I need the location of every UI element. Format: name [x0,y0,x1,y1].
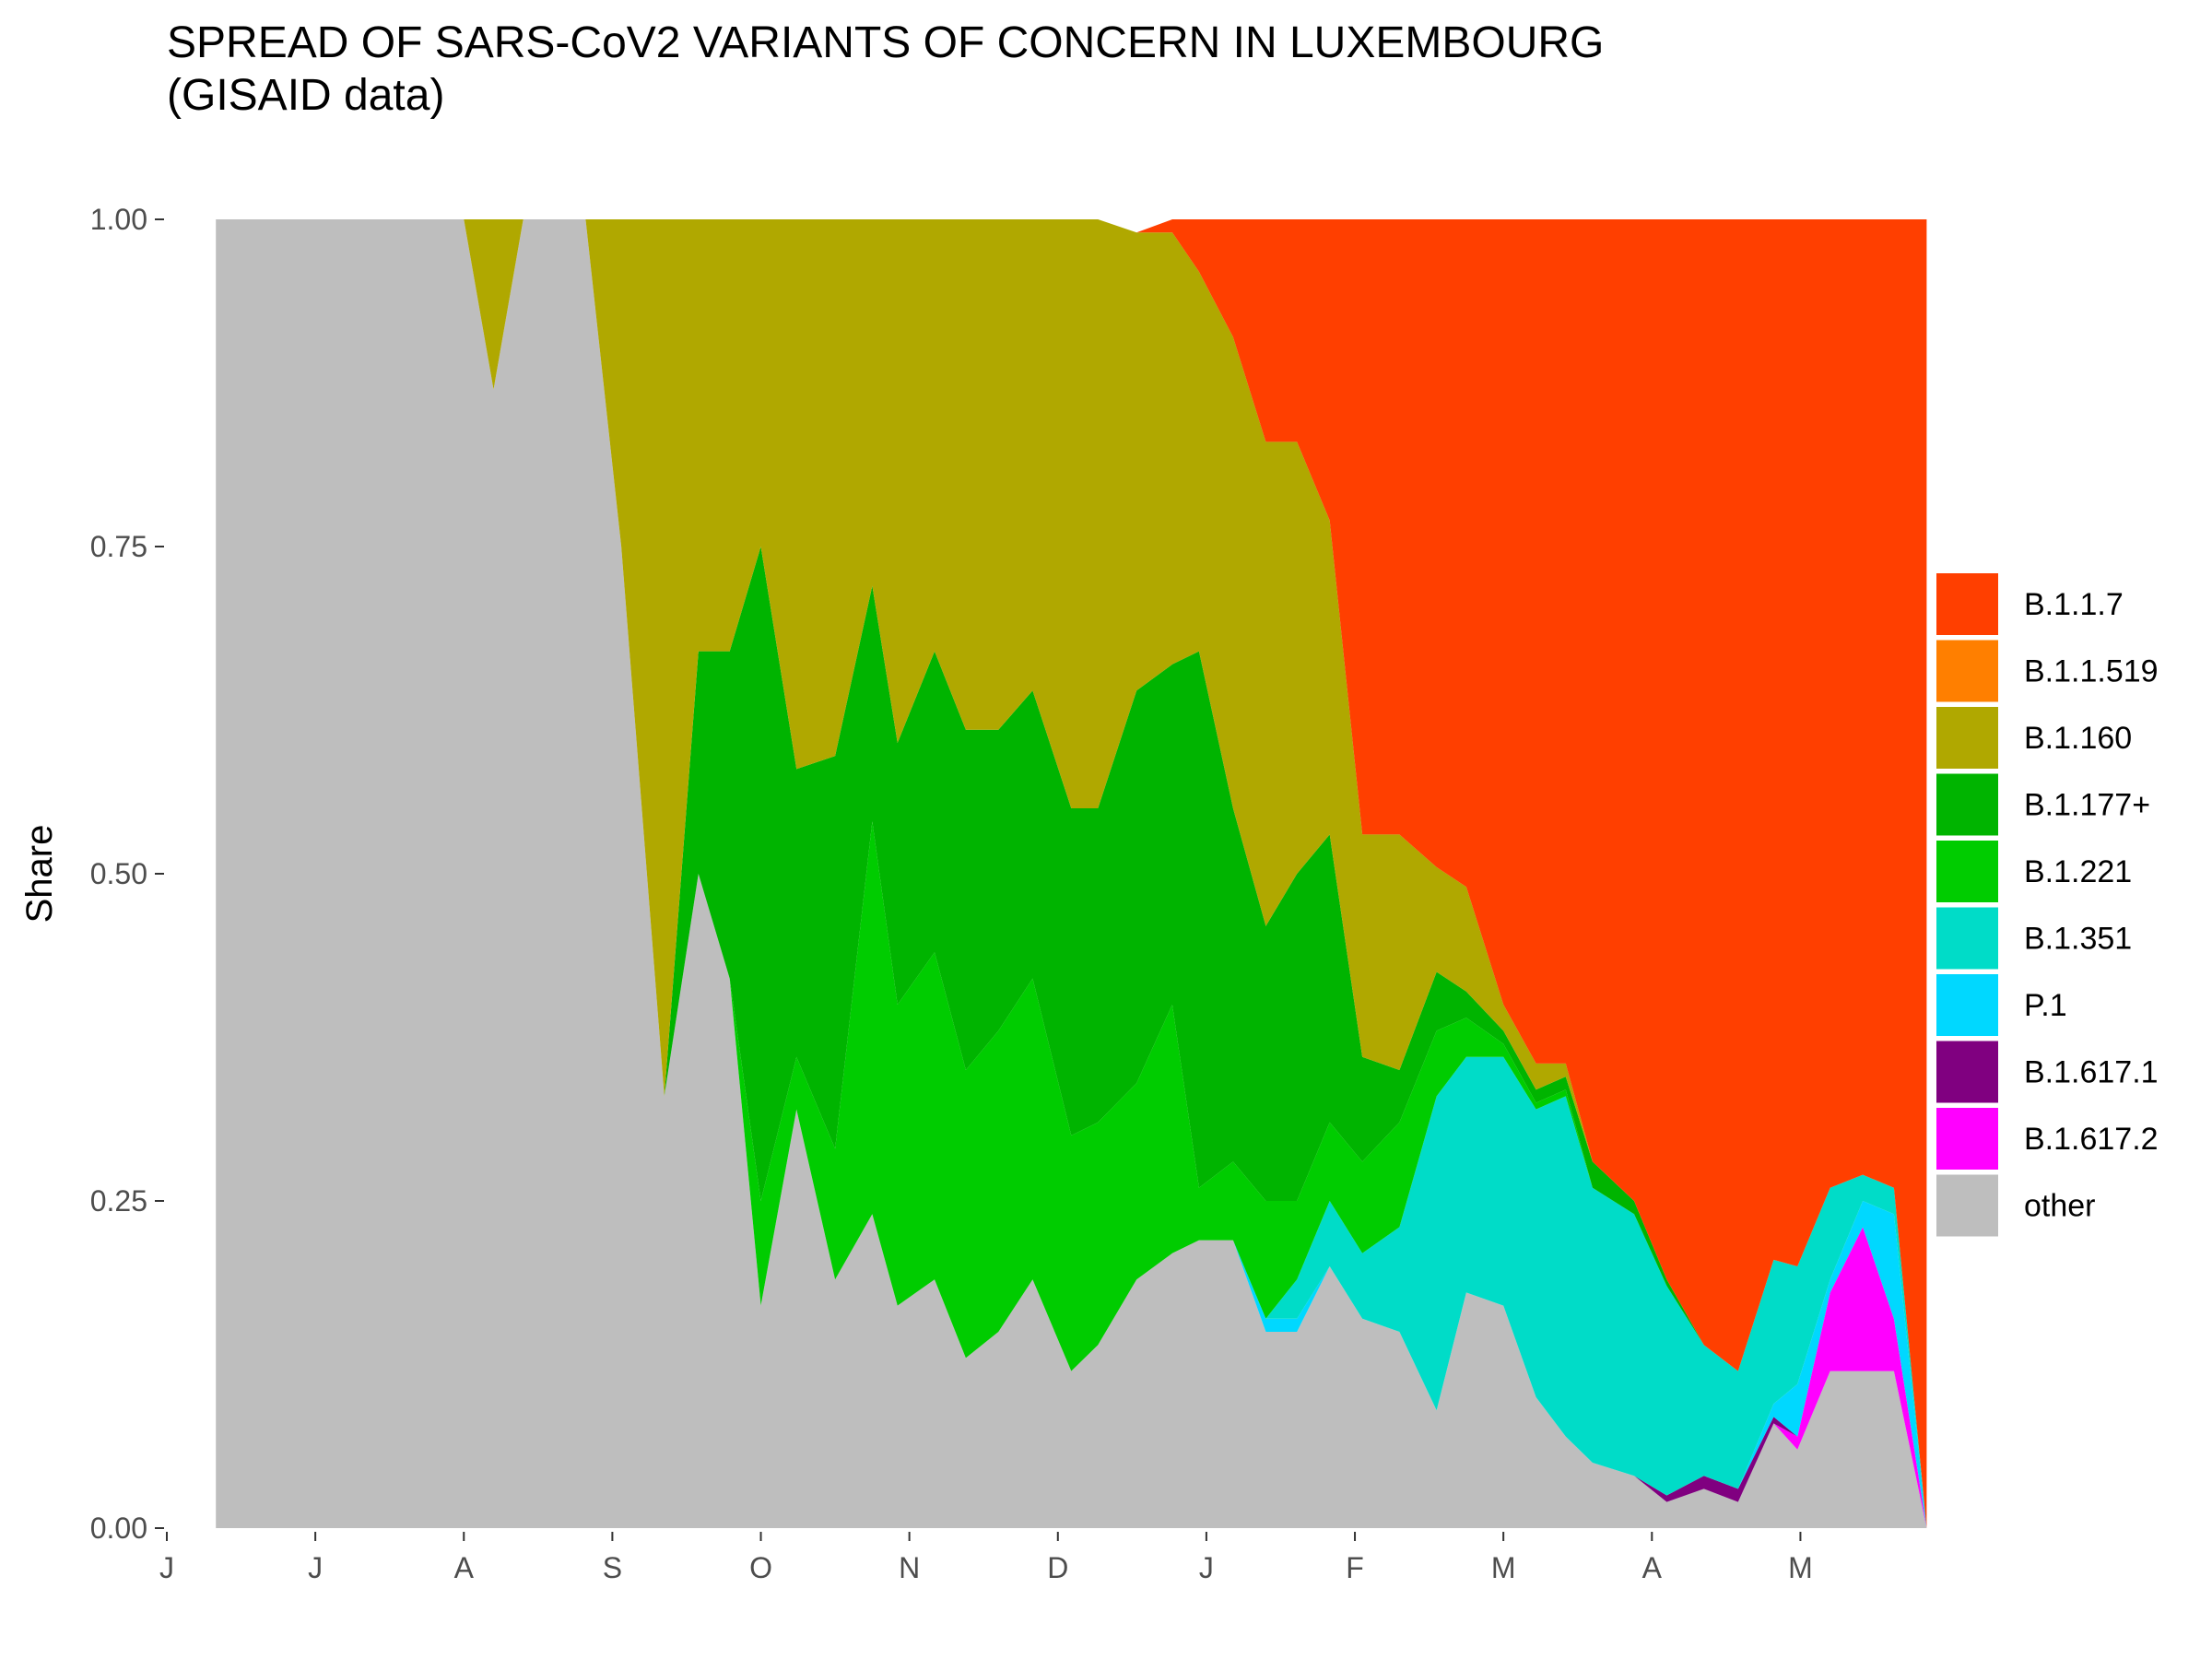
x-tick-label: M [1788,1551,1813,1584]
x-tick-label: S [603,1551,622,1584]
area-b-1-221 [216,219,1927,1528]
legend-label: B.1.221 [2024,854,2132,889]
legend-swatch [1936,640,1998,702]
legend-item: B.1.1.7 [1936,573,2124,635]
legend-label: B.1.160 [2024,721,2132,756]
area-b-1-177- [216,219,1927,1528]
legend-swatch [1936,907,1998,970]
legend-label: other [2024,1189,2096,1224]
legend: B.1.1.7 B.1.1.519 B.1.160 B.1.177+ B.1.221 B.… [1936,573,2159,1237]
legend-swatch [1936,841,1998,902]
legend-label: B.1.617.1 [2024,1055,2159,1090]
legend-item: other [1936,1174,2096,1237]
legend-item: B.1.351 [1936,907,2132,970]
x-tick-label: F [1346,1551,1364,1584]
legend-item: B.1.160 [1936,707,2132,769]
y-axis: 0.00 0.25 0.50 0.75 1.00 [90,203,164,1545]
area-b-1-160 [216,219,1927,1528]
y-tick-label: 1.00 [90,203,147,236]
x-tick-label: J [159,1551,174,1584]
area-b-1-351 [216,219,1927,1528]
x-tick-label: M [1491,1551,1516,1584]
legend-label: B.1.351 [2024,922,2132,957]
y-tick-label: 0.25 [90,1184,147,1218]
legend-label: B.1.1.7 [2024,587,2124,622]
y-axis-title: Share [19,825,60,924]
y-tick-label: 0.75 [90,530,147,563]
legend-swatch [1936,773,1998,836]
legend-swatch [1936,707,1998,769]
x-tick-label: N [899,1551,920,1584]
legend-swatch [1936,1108,1998,1170]
legend-item: B.1.617.1 [1936,1041,2159,1103]
area-b-1-1-7 [216,219,1927,1528]
y-tick-label: 0.50 [90,857,147,890]
x-tick-label: A [454,1551,475,1584]
legend-label: B.1.617.2 [2024,1122,2159,1157]
area-series-group [216,219,1927,1528]
legend-swatch [1936,573,1998,635]
x-tick-label: J [1199,1551,1214,1584]
chart-title: SPREAD OF SARS-CoV2 VARIANTS OF CONCERN … [167,17,2010,122]
legend-item: P.1 [1936,974,2067,1036]
x-tick-label: A [1642,1551,1663,1584]
chart-title-line-1: SPREAD OF SARS-CoV2 VARIANTS OF CONCERN … [167,18,1605,67]
legend-item: B.1.1.519 [1936,640,2159,702]
legend-swatch [1936,1041,1998,1103]
area-other [216,219,1927,1528]
y-tick-label: 0.00 [90,1512,147,1545]
legend-swatch [1936,974,1998,1036]
legend-item: B.1.617.2 [1936,1108,2159,1170]
chart-title-line-2: (GISAID data) [167,71,445,120]
x-tick-label: J [308,1551,323,1584]
legend-item: B.1.177+ [1936,773,2150,836]
legend-item: B.1.221 [1936,841,2132,902]
legend-label: B.1.177+ [2024,788,2150,823]
legend-label: P.1 [2024,988,2067,1023]
legend-label: B.1.1.519 [2024,654,2159,689]
legend-swatch [1936,1174,1998,1237]
x-tick-label: O [749,1551,772,1584]
x-tick-label: D [1047,1551,1068,1584]
